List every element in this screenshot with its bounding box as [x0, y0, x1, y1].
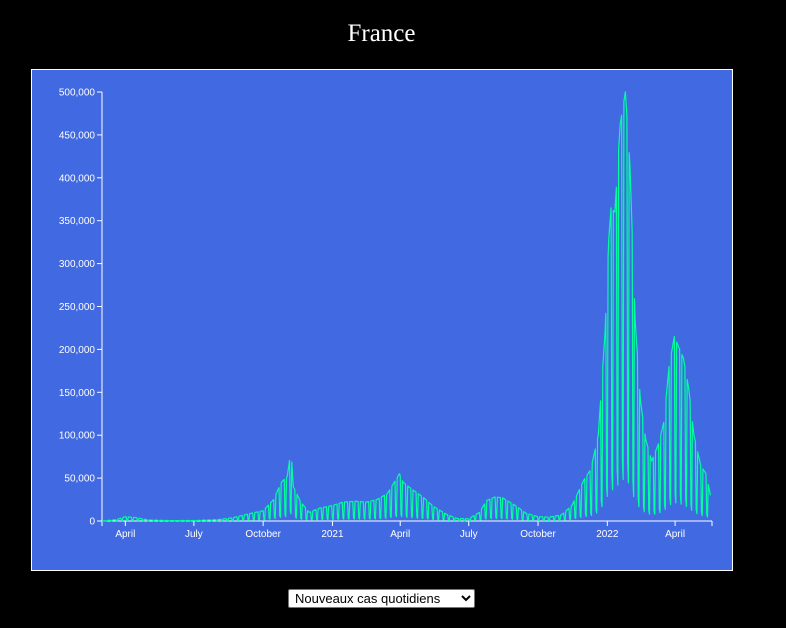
metric-control: Nouveaux cas quotidiens	[288, 589, 475, 608]
y-tick-label: 0	[89, 517, 95, 528]
y-tick-label: 50,000	[64, 474, 95, 485]
series-line	[101, 91, 712, 522]
x-axis: April July October 2021 April July October 2022…	[101, 520, 713, 540]
y-tick-label: 500,000	[59, 88, 96, 99]
y-tick-label: 450,000	[59, 130, 96, 141]
y-tick-label: 100,000	[59, 431, 96, 442]
x-tick-label: April	[390, 529, 410, 540]
chart-container: 0 50,000 100,000 150,000 200,000 250,000 300,0…	[31, 69, 733, 571]
y-tick-label: 350,000	[59, 216, 96, 227]
x-tick-label: April	[665, 529, 685, 540]
chart-svg: 0 50,000 100,000 150,000 200,000 250,000 300,0…	[32, 70, 732, 570]
x-tick-label: July	[460, 529, 478, 540]
plot-background	[32, 70, 732, 570]
x-tick-label: October	[245, 529, 281, 540]
y-tick-label: 400,000	[59, 173, 96, 184]
page-title: France	[347, 20, 416, 47]
x-tick-label: July	[185, 529, 203, 540]
y-axis: 0 50,000 100,000 150,000 200,000 250,000 300,0…	[59, 88, 103, 528]
x-tick-label: October	[520, 529, 556, 540]
x-tick-label: 2022	[596, 529, 619, 540]
metric-select[interactable]: Nouveaux cas quotidiens	[288, 589, 475, 608]
y-tick-label: 200,000	[59, 345, 96, 356]
x-tick-label: 2021	[321, 529, 344, 540]
y-tick-label: 250,000	[59, 302, 96, 313]
y-tick-label: 300,000	[59, 259, 96, 270]
y-tick-label: 150,000	[59, 388, 96, 399]
x-tick-label: April	[115, 529, 135, 540]
